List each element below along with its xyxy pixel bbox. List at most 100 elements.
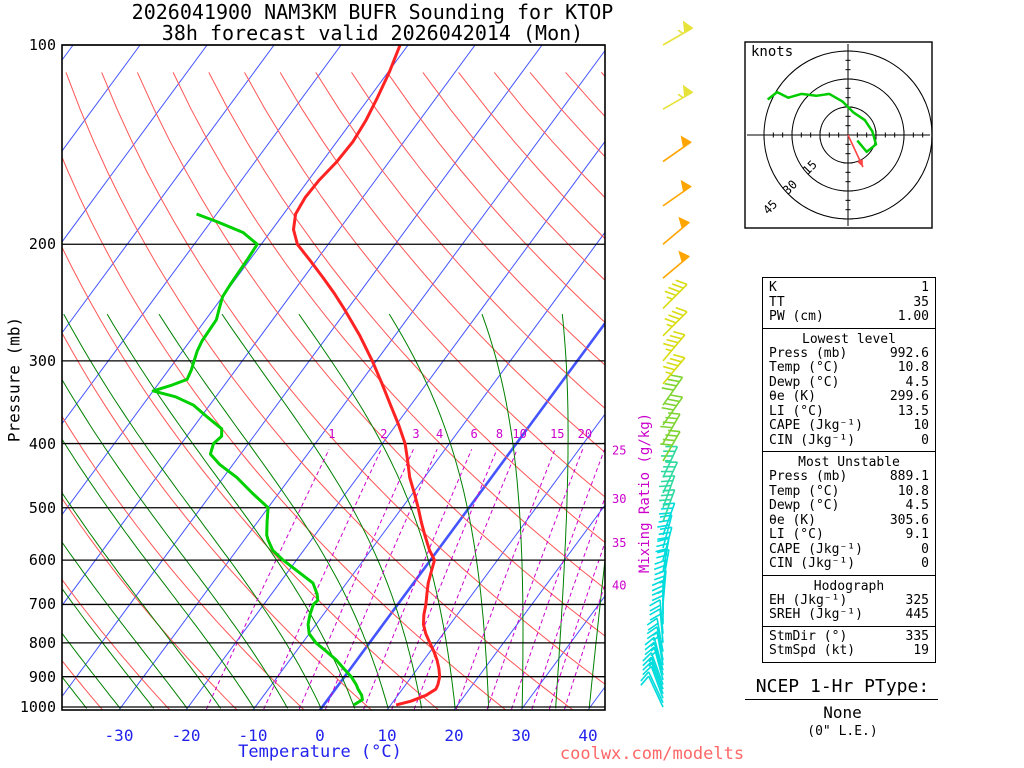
ptype-liquid-equivalent: (0" L.E.) xyxy=(807,724,878,739)
stats-value: 4.5 xyxy=(905,498,929,513)
wind-barb xyxy=(642,656,664,690)
stats-row: Dewp (°C) 4.5 xyxy=(769,374,929,391)
stats-row: SREH (Jkg⁻¹) 445 xyxy=(769,607,929,623)
wind-barb xyxy=(662,84,694,110)
pressure-tick-label: 1000 xyxy=(19,697,56,716)
wind-barb xyxy=(646,626,664,661)
pressure-tick-label: 200 xyxy=(28,235,56,254)
hodograph-units-label: knots xyxy=(751,44,793,60)
ptype-divider xyxy=(745,699,938,700)
stats-value: 325 xyxy=(905,592,929,608)
temp-tick-label: -20 xyxy=(171,726,201,745)
wind-barb xyxy=(662,279,688,309)
wind-barb xyxy=(662,216,690,245)
svg-text:20: 20 xyxy=(578,427,592,441)
stats-label: LI (°C) xyxy=(769,527,824,542)
stats-label: Press (mb) xyxy=(769,469,848,484)
stats-value: 10.8 xyxy=(897,483,929,499)
mixing-ratio-labels: 1 2 3 4 6 8 10 15 20 25 30 35 40 xyxy=(328,427,626,592)
stats-value: 889.1 xyxy=(889,469,929,484)
mixing-ratio-axis-label: Mixing Ratio (g/kg) xyxy=(637,412,653,574)
stats-label: CAPE (Jkg⁻¹) xyxy=(769,541,863,557)
wind-barb xyxy=(660,461,679,494)
stats-value: 10 xyxy=(913,418,929,433)
skewt-background-lines xyxy=(62,45,605,710)
stats-label: EH (Jkg⁻¹) xyxy=(769,592,848,608)
svg-text:8: 8 xyxy=(496,427,503,441)
temp-tick-label: -10 xyxy=(238,726,268,745)
wind-barb xyxy=(642,661,664,695)
stats-panel: K 1 TT 35 PW (cm) 1.00 Lowest level Press (mb) 9… xyxy=(762,277,936,663)
stats-value: 299.6 xyxy=(889,389,929,404)
stats-section: StmDir (°) 335 StmSpd (kt) 19 xyxy=(763,625,935,662)
wind-barb xyxy=(662,20,694,46)
title-block: 2026041900 NAM3KM BUFR Sounding for KTOP… xyxy=(60,2,685,44)
stats-value: 992.6 xyxy=(889,345,929,361)
stats-value: 9.1 xyxy=(905,527,929,542)
wind-barb xyxy=(662,306,688,337)
stats-row: Dewp (°C) 4.5 xyxy=(769,498,929,514)
stats-section-title: Lowest level xyxy=(802,331,896,347)
temperature-trace xyxy=(292,45,442,707)
stats-row: StmDir (°) 335 xyxy=(769,629,929,645)
chart-title: 2026041900 NAM3KM BUFR Sounding for KTOP xyxy=(131,0,614,24)
wind-barb xyxy=(640,675,664,708)
wind-barb xyxy=(662,179,692,207)
stats-row: EH (Jkg⁻¹) 325 xyxy=(769,592,929,609)
svg-text:35: 35 xyxy=(612,536,626,550)
stats-row: Temp (°C) 10.8 xyxy=(769,483,929,500)
wind-barb xyxy=(662,135,692,163)
wind-barb xyxy=(662,353,686,385)
wind-barb-column xyxy=(640,20,694,708)
stats-label: TT xyxy=(769,294,785,310)
stats-label: StmSpd (kt) xyxy=(769,643,856,658)
chart-subtitle: 38h forecast valid 2026042014 (Mon) xyxy=(161,21,584,45)
watermark: coolwx.com/modelts xyxy=(559,744,745,764)
temp-tick-label: 20 xyxy=(444,726,464,745)
stats-row: TT 35 xyxy=(769,294,929,311)
sounding-profiles xyxy=(151,45,442,707)
wind-barb xyxy=(644,636,664,671)
stats-row: StmSpd (kt) 19 xyxy=(769,643,929,659)
svg-text:1: 1 xyxy=(328,427,335,441)
wind-barb xyxy=(661,394,684,426)
stats-label: Temp (°C) xyxy=(769,483,840,499)
plot-frame xyxy=(61,44,606,711)
pressure-tick-label: 900 xyxy=(28,667,56,686)
stats-section-title: Most Unstable xyxy=(798,455,900,470)
ptype-title: NCEP 1-Hr PType: xyxy=(755,676,930,697)
wind-barb xyxy=(661,374,684,406)
temp-tick-label: 0 xyxy=(315,726,325,745)
svg-text:15: 15 xyxy=(550,427,564,441)
wind-barb xyxy=(644,646,664,681)
ptype-value: None xyxy=(823,703,862,722)
stats-value: 4.5 xyxy=(905,374,929,390)
stats-row: θe (K) 299.6 xyxy=(769,389,929,405)
wind-barb xyxy=(662,330,686,362)
stats-value: 1.00 xyxy=(897,309,929,324)
stats-row: Temp (°C) 10.8 xyxy=(769,360,929,376)
stats-row: PW (cm) 1.00 xyxy=(769,309,929,325)
stats-label: PW (cm) xyxy=(769,309,824,324)
wind-barb xyxy=(659,502,676,536)
wind-barb xyxy=(649,599,664,634)
stats-section: Hodograph EH (Jkg⁻¹) 325 SREH (Jkg⁻¹) 445 xyxy=(763,574,935,626)
pressure-tick-label: 100 xyxy=(28,36,56,54)
stats-row: CAPE (Jkg⁻¹) 0 xyxy=(769,541,929,558)
stats-label: Dewp (°C) xyxy=(769,374,840,390)
wind-barb xyxy=(640,671,664,703)
stats-value: 10.8 xyxy=(897,360,929,375)
stats-section-title: Hodograph xyxy=(813,578,885,594)
stats-label: CIN (Jkg⁻¹) xyxy=(769,432,856,448)
stats-section: Most Unstable Press (mb) 889.1 Temp (°C) 10.… xyxy=(763,451,935,575)
dewpoint-trace xyxy=(151,212,364,707)
stats-row: LI (°C) 9.1 xyxy=(769,527,929,543)
stats-label: Temp (°C) xyxy=(769,360,840,375)
svg-text:6: 6 xyxy=(471,427,478,441)
stats-label: θe (K) xyxy=(769,512,816,528)
stats-section: Lowest level Press (mb) 992.6 Temp (°C) 10.8… xyxy=(763,327,935,452)
stats-value: 0 xyxy=(921,541,929,557)
stats-value: 35 xyxy=(913,294,929,310)
svg-text:10: 10 xyxy=(512,427,526,441)
